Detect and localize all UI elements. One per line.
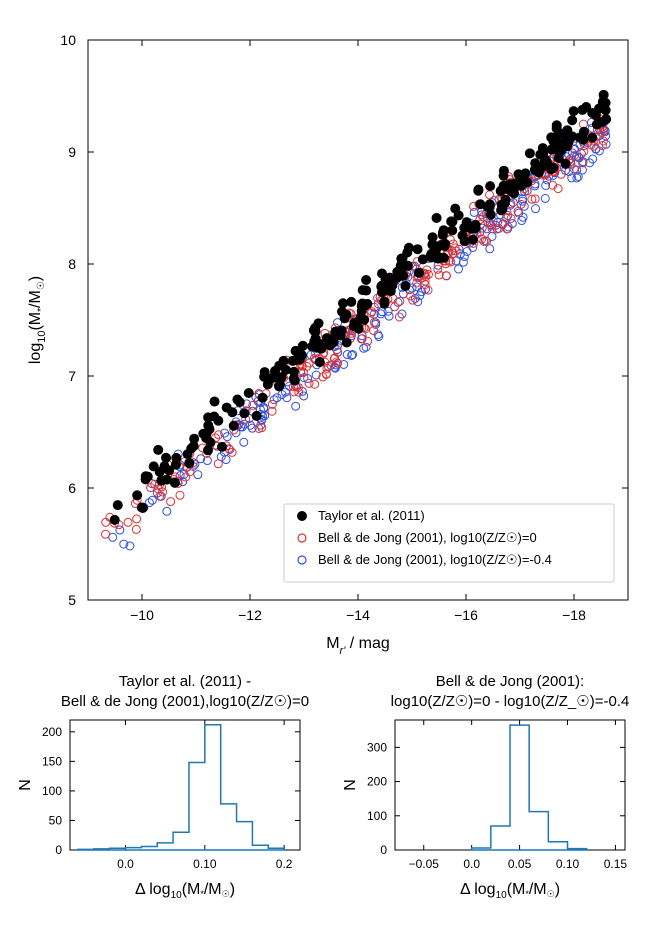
hist-xlabel: Δ log10(M*/M☉): [135, 881, 235, 901]
ytick-label: 100: [367, 809, 387, 823]
xtick-label: −0.05: [409, 857, 440, 871]
legend-label: Taylor et al. (2011): [318, 508, 425, 523]
xtick-label: −16: [454, 607, 478, 623]
hist-xlabel: Δ log10(M*/M☉): [460, 881, 560, 901]
hist-title: Bell & de Jong (2001):: [436, 673, 584, 690]
ytick-label: 6: [68, 480, 76, 496]
legend-label: Bell & de Jong (2001), log10(Z/Z☉)=-0.4: [318, 552, 552, 567]
xtick-label: 0.0: [117, 857, 134, 871]
ytick-label: 200: [367, 775, 387, 789]
ytick-label: 7: [68, 368, 76, 384]
xtick-label: 0.0: [463, 857, 480, 871]
ytick-label: 10: [60, 32, 76, 48]
ytick-label: 50: [49, 813, 63, 827]
figure: −10 −12 −14 −16 −18 5 6 7 8 9 10 Mr' / mag log10(M*/…: [0, 0, 662, 934]
hist-ylabel: N: [342, 779, 359, 791]
ytick-label: 150: [42, 754, 62, 768]
hist-title: log10(Z/Z☉)=0 - log10(Z/Z_☉)=-0.4: [391, 693, 630, 710]
xaxis-label: Mr' / mag: [326, 635, 390, 657]
xtick-label: −12: [238, 607, 262, 623]
xtick-label: 0.15: [604, 857, 628, 871]
ytick-label: 5: [68, 592, 76, 608]
ytick-label: 0: [380, 843, 387, 857]
xtick-label: −14: [346, 607, 370, 623]
yaxis-label: log10(M*/M☉): [27, 276, 48, 364]
xtick-label: 0.10: [556, 857, 580, 871]
main-scatter-plot: −10 −12 −14 −16 −18 5 6 7 8 9 10 Mr' / mag log10(M*/…: [27, 32, 628, 657]
ytick-label: 8: [68, 256, 76, 272]
legend-marker: [297, 511, 307, 521]
xtick-label: 0.10: [193, 857, 217, 871]
hist-right: Bell & de Jong (2001): log10(Z/Z☉)=0 - lo…: [342, 673, 629, 901]
hist-ylabel: N: [17, 779, 34, 791]
ytick-label: 9: [68, 144, 76, 160]
xtick-label: 0.05: [508, 857, 532, 871]
hist-title: Taylor et al. (2011) -: [119, 673, 251, 690]
ytick-label: 100: [42, 784, 62, 798]
legend: Taylor et al. (2011) Bell & de Jong (2001…: [284, 504, 614, 582]
ytick-label: 200: [42, 725, 62, 739]
xtick-label: 0.2: [276, 857, 293, 871]
ytick-label: 0: [55, 843, 62, 857]
xtick-label: −10: [130, 607, 154, 623]
ytick-label: 300: [367, 740, 387, 754]
legend-label: Bell & de Jong (2001), log10(Z/Z☉)=0: [318, 530, 537, 545]
hist-title: Bell & de Jong (2001),log10(Z/Z☉)=0: [61, 693, 309, 710]
hist-left: Taylor et al. (2011) - Bell & de Jong (20…: [17, 673, 309, 901]
xtick-label: −18: [562, 607, 586, 623]
